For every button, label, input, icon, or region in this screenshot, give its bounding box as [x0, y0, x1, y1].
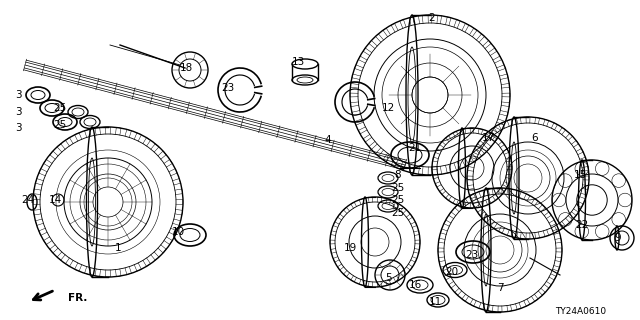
Text: TY24A0610: TY24A0610	[555, 308, 606, 316]
Text: 25: 25	[53, 120, 67, 130]
Text: 13: 13	[291, 57, 305, 67]
Text: 4: 4	[324, 135, 332, 145]
Text: 1: 1	[115, 243, 122, 253]
Text: 15: 15	[573, 170, 587, 180]
Text: 8: 8	[395, 170, 401, 180]
Text: 6: 6	[532, 133, 538, 143]
Text: 3: 3	[15, 123, 21, 133]
Text: 24: 24	[21, 195, 35, 205]
Text: 25: 25	[392, 208, 404, 218]
Text: 10: 10	[172, 227, 184, 237]
Text: 23: 23	[465, 250, 479, 260]
Text: 25: 25	[392, 183, 404, 193]
Text: 5: 5	[385, 273, 391, 283]
Text: 11: 11	[428, 297, 442, 307]
Text: 3: 3	[15, 90, 21, 100]
Text: 25: 25	[392, 195, 404, 205]
Text: 2: 2	[429, 13, 435, 23]
Text: 20: 20	[445, 267, 459, 277]
Text: 12: 12	[381, 103, 395, 113]
Text: 9: 9	[614, 233, 621, 243]
Text: 22: 22	[575, 220, 589, 230]
Text: 14: 14	[49, 195, 61, 205]
Text: 7: 7	[497, 283, 503, 293]
Text: 17: 17	[481, 133, 495, 143]
Text: 18: 18	[179, 63, 193, 73]
Text: 25: 25	[53, 103, 67, 113]
Text: 16: 16	[408, 280, 422, 290]
Text: FR.: FR.	[68, 293, 88, 303]
Text: 23: 23	[221, 83, 235, 93]
Text: 3: 3	[15, 107, 21, 117]
Text: 19: 19	[344, 243, 356, 253]
Text: 21: 21	[408, 143, 422, 153]
